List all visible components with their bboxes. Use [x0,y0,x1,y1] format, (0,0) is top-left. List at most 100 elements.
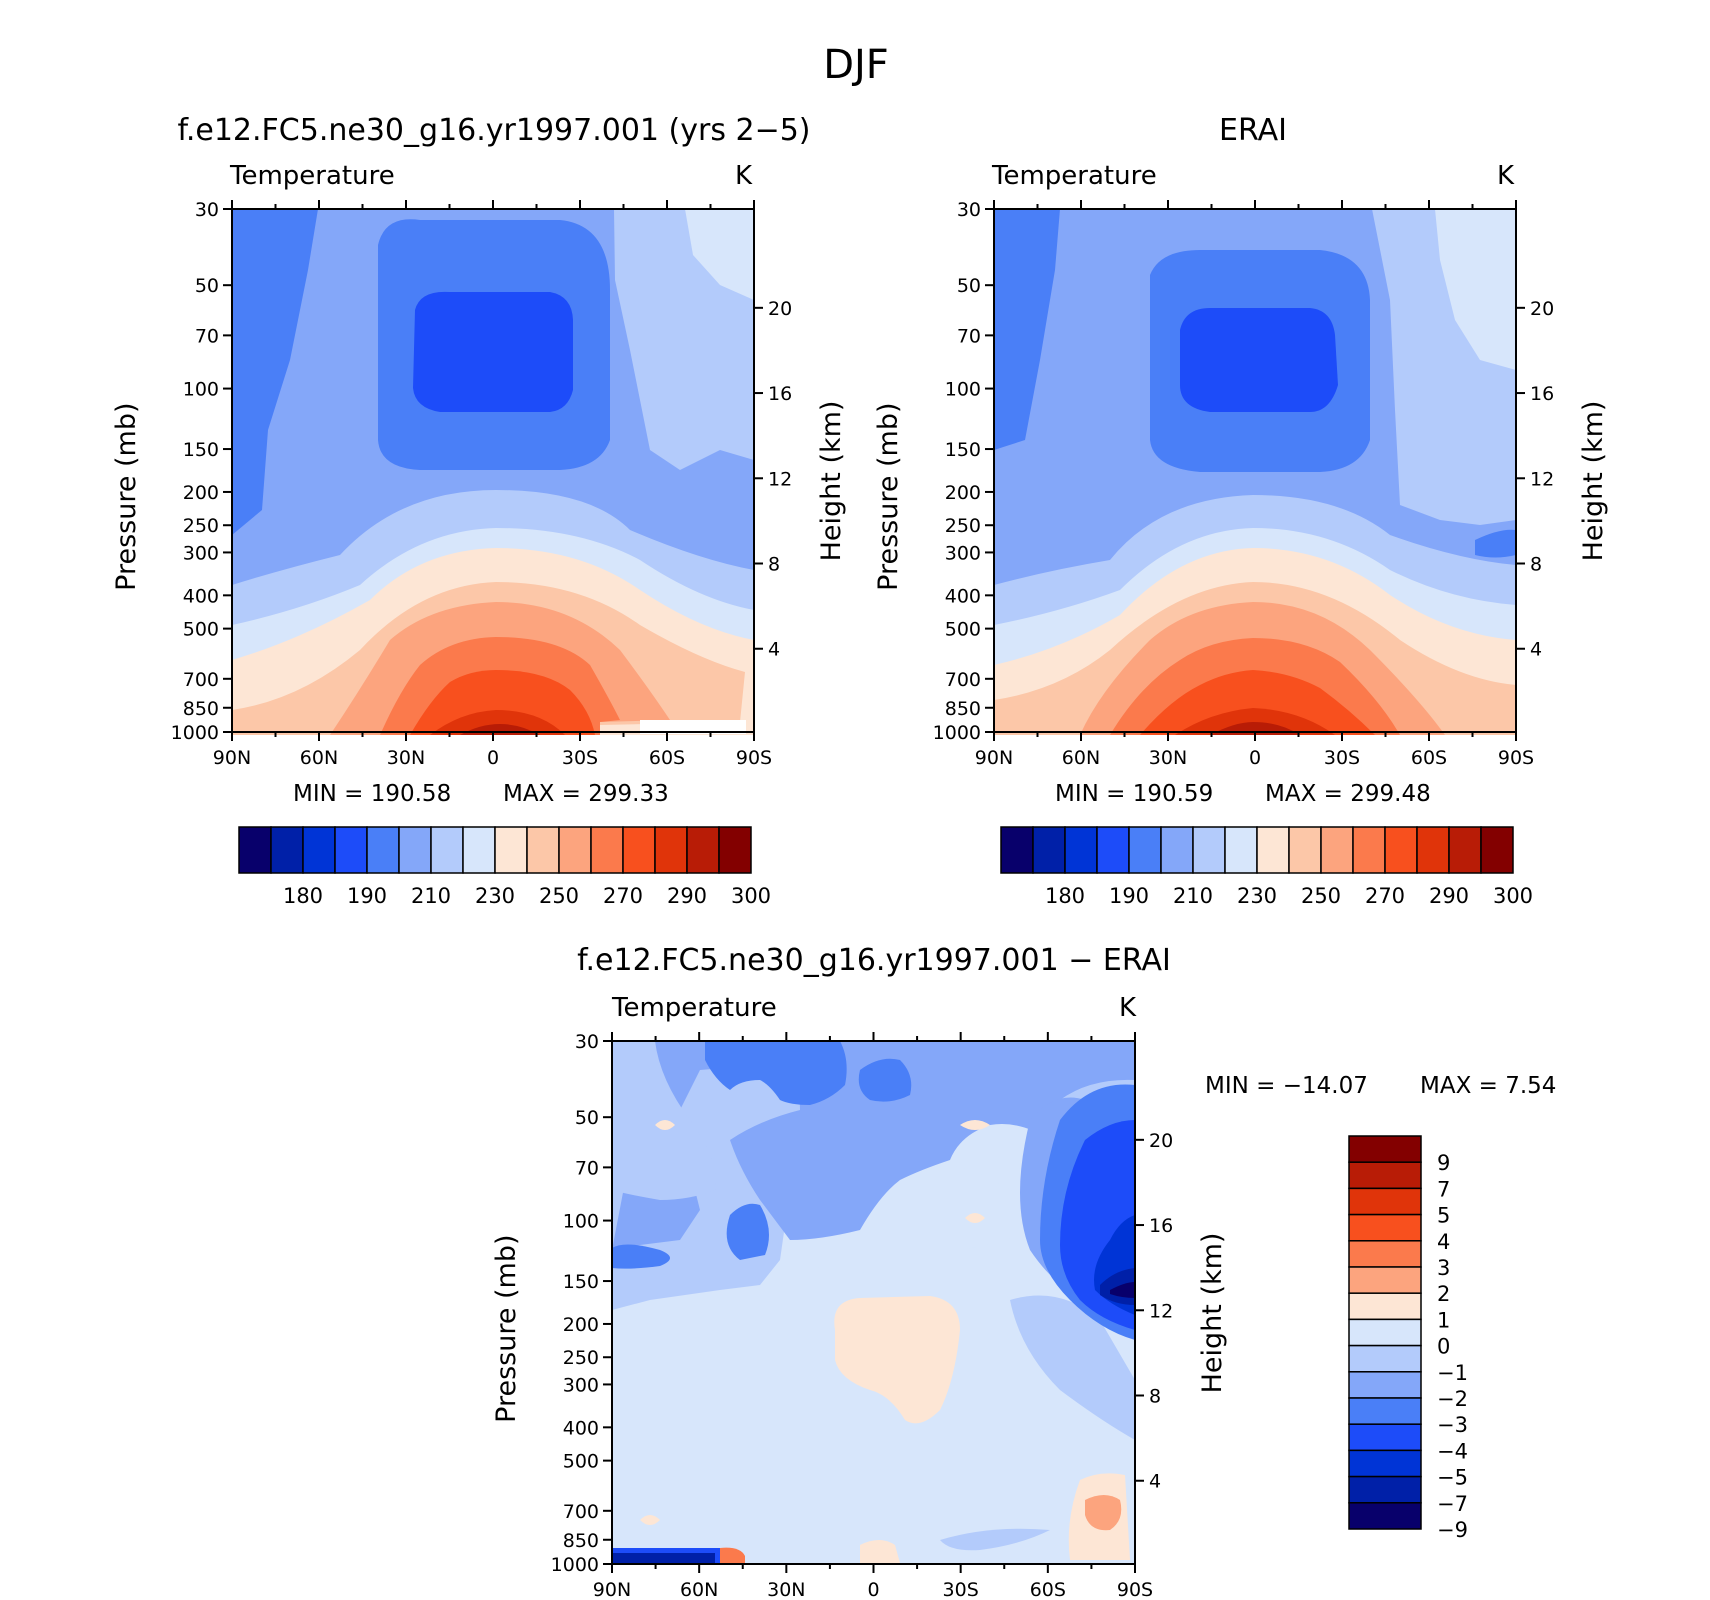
height-tick-label: 20 [768,298,792,320]
colorbar-swatch [1384,826,1418,874]
height-tick-label: 4 [1149,1471,1161,1493]
colorbar-swatch [1348,1475,1422,1504]
colorbar-swatch [366,826,400,874]
colorbar-swatch [430,826,464,874]
pressure-tick-label: 200 [183,482,219,504]
colorbar-label: 210 [1173,884,1213,908]
lat-tick-label: 30S [943,1579,979,1600]
lat-tick-label: 0 [487,747,499,769]
colorbar-label: −9 [1437,1518,1468,1542]
colorbar-swatch [1000,826,1034,874]
colorbar-swatch [1224,826,1258,874]
colorbar-label: 190 [347,884,387,908]
colorbar-swatch [1320,826,1354,874]
colorbar-swatch [1348,1161,1422,1190]
panel-model: f.e12.FC5.ne30_g16.yr1997.001 (yrs 2−5) … [111,113,847,769]
pressure-tick-label: 700 [563,1501,599,1523]
pressure-tick-label: 500 [183,619,219,641]
units-label: K [1119,993,1137,1023]
lat-tick-label: 30N [387,747,425,769]
colorbar-swatch [1256,826,1290,874]
lat-tick-label: 90N [593,1579,631,1600]
colorbar-swatch [1348,1187,1422,1216]
colorbar-label: −1 [1437,1361,1468,1385]
colorbar-swatch [270,826,304,874]
panel-subtitle: Temperature [229,161,395,191]
pressure-tick-label: 400 [945,585,981,607]
lat-tick-label: 30N [1149,747,1187,769]
contour-field [994,209,1516,735]
colorbar-swatch [494,826,528,874]
pressure-tick-label: 500 [563,1451,599,1473]
colorbar-swatch [1348,1502,1422,1530]
colorbar-label: 300 [731,884,771,908]
pressure-tick-label: 100 [563,1211,599,1233]
panel-difference: f.e12.FC5.ne30_g16.yr1997.001 − ERAI Tem… [491,943,1228,1600]
stat-max: MAX = 299.48 [1265,781,1431,807]
colorbar: 180 190 210 230 250 270 290 300 [238,826,771,908]
panel-subtitle: Temperature [611,993,777,1023]
colorbar-swatch [1096,826,1130,874]
colorbar-swatch [1348,1135,1422,1163]
lat-tick-label: 90S [1498,747,1534,769]
pressure-tick-label: 250 [945,515,981,537]
y-axis-label: Pressure (mb) [491,1234,522,1422]
colorbar-swatch [686,826,720,874]
y-axis-label: Pressure (mb) [111,402,142,590]
colorbar-swatch [526,826,560,874]
colorbar-swatch [1348,1318,1422,1347]
lat-tick-label: 60N [680,1579,718,1600]
colorbar-swatch [1480,826,1514,874]
lat-tick-label: 90N [975,747,1013,769]
colorbar: 180 190 210 230 250 270 290 300 [1000,826,1533,908]
colorbar-swatch [334,826,368,874]
colorbar-swatch [590,826,624,874]
colorbar-swatch [654,826,688,874]
height-tick-label: 8 [1149,1386,1161,1408]
colorbar-label: 210 [411,884,451,908]
page-title: DJF [823,42,889,88]
pressure-tick-label: 30 [575,1031,599,1053]
colorbar-swatch [1348,1397,1422,1425]
pressure-tick-label: 300 [945,542,981,564]
colorbar-label: 180 [283,884,323,908]
colorbar-swatch [1348,1213,1422,1242]
colorbar-swatch [1348,1423,1422,1452]
pressure-tick-label: 1000 [551,1554,599,1576]
colorbar-label: −5 [1437,1466,1468,1490]
units-label: K [735,161,753,191]
pressure-tick-label: 400 [563,1417,599,1439]
pressure-tick-label: 100 [183,379,219,401]
y-axis-right-label: Height (km) [1578,401,1609,562]
panel-reanalysis: ERAI Temperature K 305070100150200250300… [873,113,1609,769]
colorbar-label: −2 [1437,1387,1468,1411]
stat-min: MIN = −14.07 [1205,1073,1368,1099]
colorbar-label: 4 [1437,1230,1450,1254]
colorbar-swatch [1032,826,1066,874]
colorbar-label: 3 [1437,1256,1450,1280]
panel-title: f.e12.FC5.ne30_g16.yr1997.001 − ERAI [577,943,1171,978]
colorbar-label: 9 [1437,1151,1450,1175]
pressure-tick-label: 70 [195,325,219,347]
stat-min: MIN = 190.59 [1055,781,1213,807]
lat-tick-label: 90S [1117,1579,1153,1600]
pressure-tick-label: 400 [183,585,219,607]
pressure-tick-label: 1000 [933,722,981,744]
stat-max: MAX = 299.33 [503,781,669,807]
lat-tick-label: 60N [300,747,338,769]
colorbar-label: 0 [1437,1335,1450,1359]
pressure-tick-label: 150 [183,439,219,461]
height-tick-label: 20 [1530,298,1554,320]
colorbar-swatch [1128,826,1162,874]
contour-field [612,1041,1135,1564]
colorbar-label: 290 [1429,884,1469,908]
lat-tick-label: 30S [1324,747,1360,769]
colorbar-label: 5 [1437,1204,1450,1228]
pressure-tick-label: 250 [183,515,219,537]
y-axis-right-label: Height (km) [1197,1233,1228,1394]
colorbar-swatch [1348,1449,1422,1478]
height-tick-label: 4 [768,639,780,661]
